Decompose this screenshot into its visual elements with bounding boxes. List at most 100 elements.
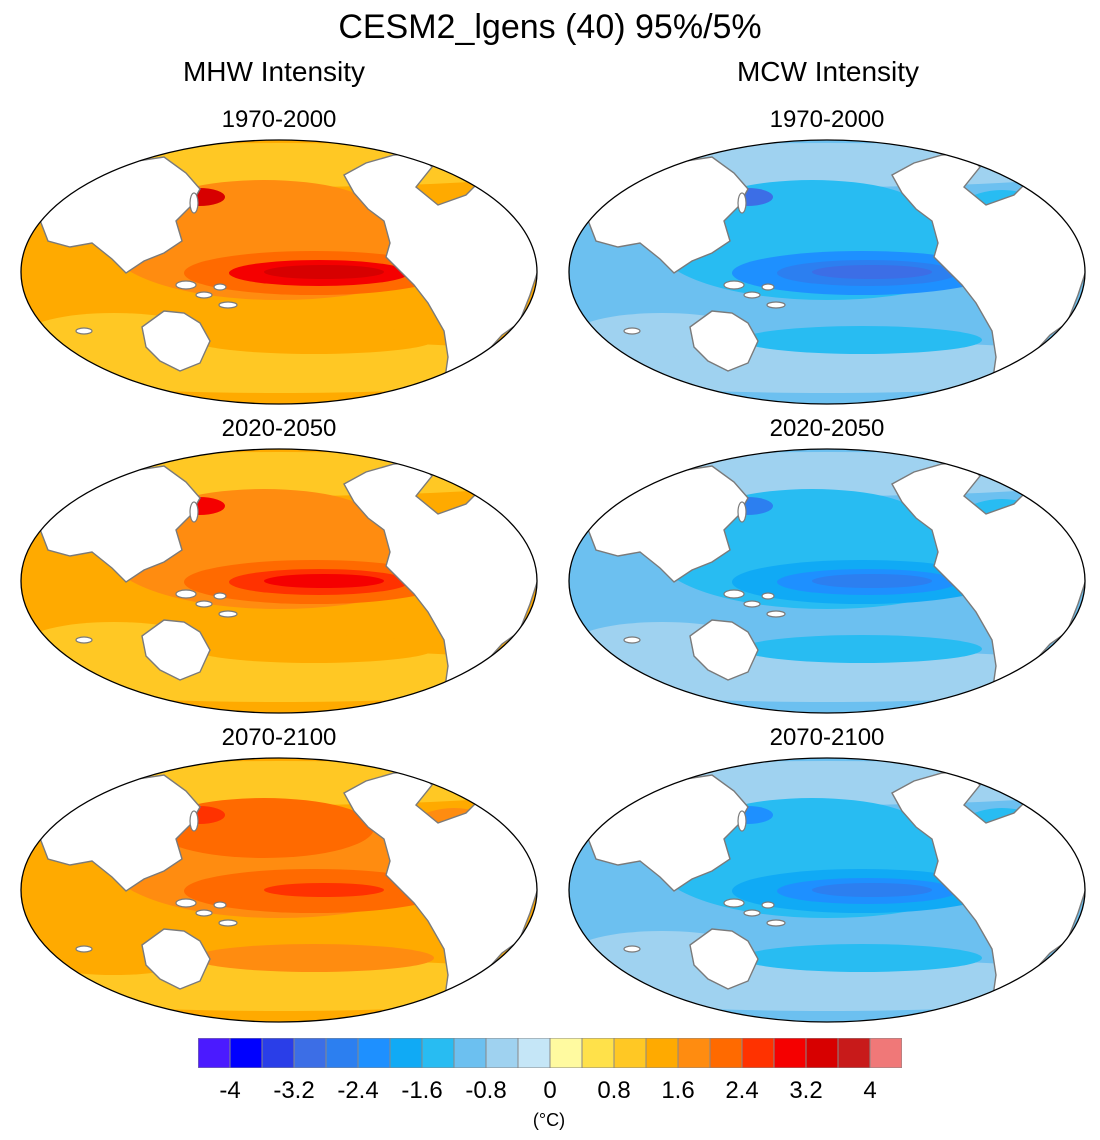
ocean-anomaly-region [264, 883, 384, 897]
land-island [766, 919, 786, 927]
land-island [189, 501, 199, 523]
ocean-anomaly-region [812, 265, 932, 279]
land-island [213, 283, 227, 291]
mhw-panel-2: 2070-2100 [14, 723, 544, 1023]
colorbar-tick-label: 2.4 [725, 1077, 759, 1104]
colorbar-swatch [645, 1038, 679, 1068]
colorbar-tick-label: -4 [219, 1077, 241, 1104]
panel-period-title: 2070-2100 [769, 724, 885, 751]
land-island [623, 636, 641, 644]
colorbar-unit: (°C) [532, 1110, 566, 1130]
colorbar-tick-label: 0 [543, 1077, 557, 1104]
land-island [766, 301, 786, 309]
land-island [723, 589, 745, 599]
ocean-anomaly-region [742, 944, 982, 972]
land-island [623, 945, 641, 953]
colorbar-swatch [357, 1038, 391, 1068]
land-greenland [448, 140, 493, 170]
colorbar-tick-label: 3.2 [789, 1077, 823, 1104]
column-title-mcw: MCW Intensity [736, 56, 920, 87]
land-island [766, 610, 786, 618]
column-title-mhw: MHW Intensity [182, 56, 366, 87]
mcw-panel-2: 2070-2100 [562, 723, 1092, 1023]
ocean-anomaly-region [742, 326, 982, 354]
colorbar-tick-label: -0.8 [465, 1077, 507, 1104]
colorbar-tick-label: -2.4 [337, 1077, 379, 1104]
land-australia [141, 619, 211, 681]
land-island [218, 301, 238, 309]
colorbar-tick-label: 0.8 [597, 1077, 631, 1104]
land-island [189, 192, 199, 214]
colorbar-swatch [869, 1038, 902, 1068]
mhw-panel-0: 1970-2000 [14, 105, 544, 405]
map-border [20, 139, 538, 405]
land-greenland [996, 449, 1041, 479]
colorbar-swatch [773, 1038, 807, 1068]
colorbar-swatch [517, 1038, 551, 1068]
land-island [195, 600, 213, 608]
colorbar-swatch [709, 1038, 743, 1068]
world-map [20, 139, 538, 405]
map-border [568, 757, 1086, 1023]
panel-period-title: 1970-2000 [769, 106, 885, 133]
land-greenland [996, 140, 1041, 170]
land-island [743, 291, 761, 299]
colorbar-swatch [293, 1038, 327, 1068]
colorbar-swatch [581, 1038, 615, 1068]
colorbar-swatch [613, 1038, 647, 1068]
land-australia [689, 310, 759, 372]
colorbar [198, 1038, 902, 1068]
land-america [343, 152, 537, 399]
mcw-panel-1: 2020-2050 [562, 414, 1092, 714]
colorbar-swatch [485, 1038, 519, 1068]
colorbar-swatch [805, 1038, 839, 1068]
land-greenland [996, 758, 1041, 788]
land-america [891, 152, 1085, 399]
land-island [761, 901, 775, 909]
colorbar-tick-label: 4 [863, 1077, 877, 1104]
land-greenland [448, 758, 493, 788]
land-island [189, 810, 199, 832]
ocean-anomaly-region [264, 574, 384, 588]
world-map [568, 448, 1086, 714]
panel-period-title: 2070-2100 [221, 724, 337, 751]
ocean-anomaly-region [812, 574, 932, 588]
mhw-panel-1: 2020-2050 [14, 414, 544, 714]
map-border [568, 448, 1086, 714]
land-island [743, 909, 761, 917]
colorbar-swatch [453, 1038, 487, 1068]
colorbar-tick-label: 1.6 [661, 1077, 695, 1104]
land-island [743, 600, 761, 608]
land-island [723, 280, 745, 290]
colorbar-swatch [198, 1038, 231, 1068]
land-australia [141, 928, 211, 990]
colorbar-swatch [837, 1038, 871, 1068]
land-island [213, 592, 227, 600]
land-island [195, 291, 213, 299]
land-island [175, 589, 197, 599]
land-island [737, 501, 747, 523]
land-island [195, 909, 213, 917]
ocean-anomaly-region [812, 883, 932, 897]
colorbar-swatch [741, 1038, 775, 1068]
ocean-anomaly-region [194, 635, 434, 663]
colorbar-swatch [549, 1038, 583, 1068]
map-border [20, 757, 538, 1023]
world-map [568, 757, 1086, 1023]
ocean-anomaly-region [742, 635, 982, 663]
land-island [737, 810, 747, 832]
land-america [343, 770, 537, 1017]
colorbar-tick-label: -3.2 [273, 1077, 315, 1104]
land-america [891, 770, 1085, 1017]
land-island [213, 901, 227, 909]
land-greenland [448, 449, 493, 479]
colorbar-swatch [229, 1038, 263, 1068]
colorbar-swatch [677, 1038, 711, 1068]
colorbar-swatch [421, 1038, 455, 1068]
colorbar-swatch [261, 1038, 295, 1068]
land-island [75, 327, 93, 335]
mcw-panel-0: 1970-2000 [562, 105, 1092, 405]
land-australia [689, 619, 759, 681]
ocean-anomaly-region [194, 326, 434, 354]
land-island [175, 280, 197, 290]
